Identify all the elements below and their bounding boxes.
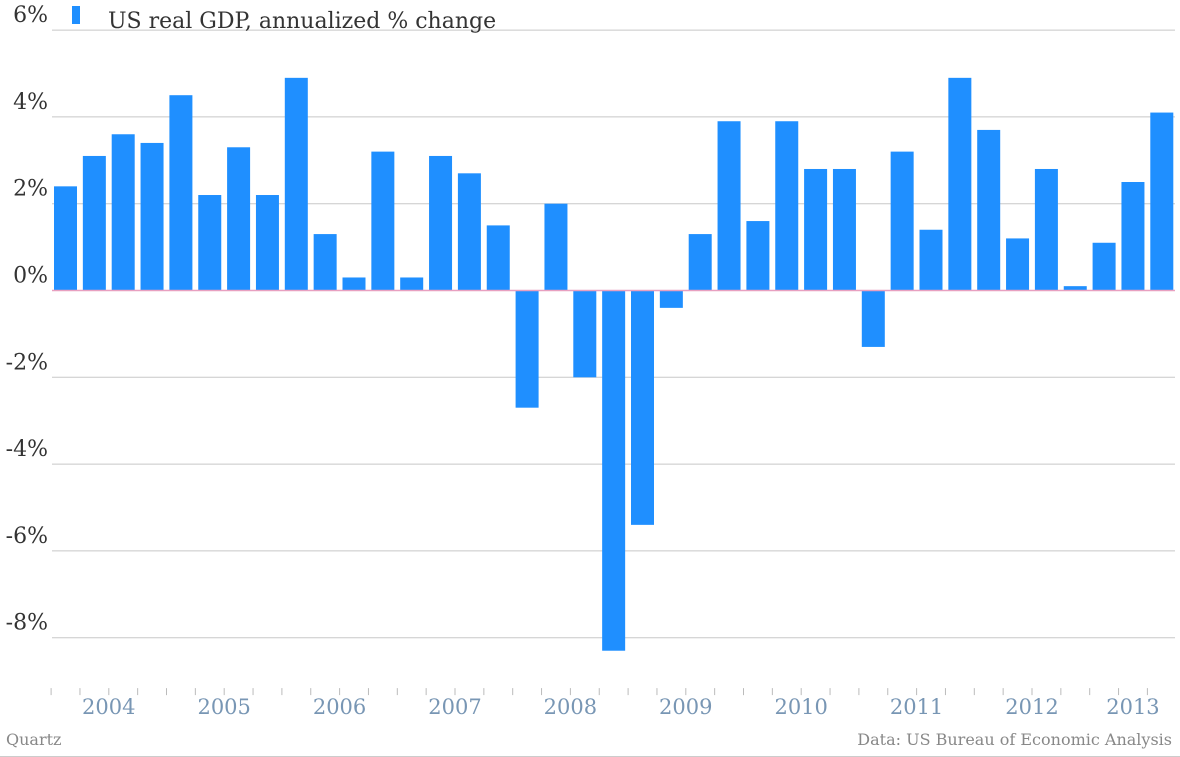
bar <box>746 221 770 291</box>
bar <box>198 195 222 291</box>
bar <box>544 203 568 291</box>
bar <box>1063 286 1087 291</box>
x-year-label: 2012 <box>1005 695 1058 719</box>
bar <box>775 121 799 291</box>
bar <box>54 186 77 291</box>
bar <box>977 129 1001 291</box>
bar <box>890 151 914 291</box>
bar <box>919 229 943 291</box>
bar <box>1034 168 1058 291</box>
bar <box>1121 182 1145 291</box>
footer-source: Quartz <box>6 730 61 749</box>
bar <box>111 134 135 291</box>
bar <box>227 147 251 291</box>
bar <box>457 173 481 291</box>
y-tick-label: 0% <box>13 264 48 289</box>
bar <box>342 277 366 291</box>
bar <box>717 121 741 291</box>
x-year-label: 2007 <box>428 695 481 719</box>
x-year-label: 2013 <box>1106 695 1159 719</box>
x-year-label: 2006 <box>313 695 366 719</box>
y-tick-label: -6% <box>6 524 48 549</box>
bar <box>371 151 395 291</box>
y-tick-label: 6% <box>13 3 48 28</box>
x-year-label: 2011 <box>890 695 943 719</box>
y-tick-label: -4% <box>6 437 48 462</box>
bar <box>861 290 885 347</box>
bar <box>169 95 193 291</box>
bar <box>1150 112 1174 291</box>
legend-label: US real GDP, annualized % change <box>108 9 496 34</box>
bar <box>659 290 683 308</box>
bar <box>1092 242 1116 291</box>
bar <box>284 77 308 291</box>
bar <box>1006 238 1030 291</box>
y-tick-label: 4% <box>13 90 48 115</box>
bar <box>688 234 712 291</box>
x-year-label: 2008 <box>544 695 597 719</box>
x-year-label: 2010 <box>774 695 827 719</box>
y-tick-label: 2% <box>13 177 48 202</box>
x-year-label: 2009 <box>659 695 712 719</box>
y-axis-tick-labels: 6% 4% 2% 0% -2% -4% -6% -8% <box>6 3 48 636</box>
bar <box>515 290 539 408</box>
bars <box>54 77 1174 651</box>
bar <box>832 168 856 291</box>
bar <box>602 290 626 651</box>
y-tick-label: -8% <box>6 611 48 636</box>
x-year-label: 2005 <box>197 695 250 719</box>
bar <box>255 195 279 291</box>
bar <box>82 155 106 291</box>
bar <box>948 77 972 291</box>
bar <box>429 155 453 291</box>
bar <box>313 234 337 291</box>
bar <box>573 290 597 378</box>
bar <box>631 290 654 525</box>
footer-credit: Data: US Bureau of Economic Analysis <box>857 730 1172 749</box>
legend: US real GDP, annualized % change <box>72 6 496 34</box>
bar <box>140 142 164 291</box>
bar <box>400 277 424 291</box>
y-tick-label: -2% <box>6 350 48 375</box>
x-axis: 2004 2005 2006 2007 2008 2009 2010 2011 2012 2013 <box>50 688 1160 719</box>
bar <box>486 225 510 291</box>
legend-swatch <box>72 6 80 24</box>
bar <box>804 168 828 291</box>
x-year-label: 2004 <box>82 695 135 719</box>
